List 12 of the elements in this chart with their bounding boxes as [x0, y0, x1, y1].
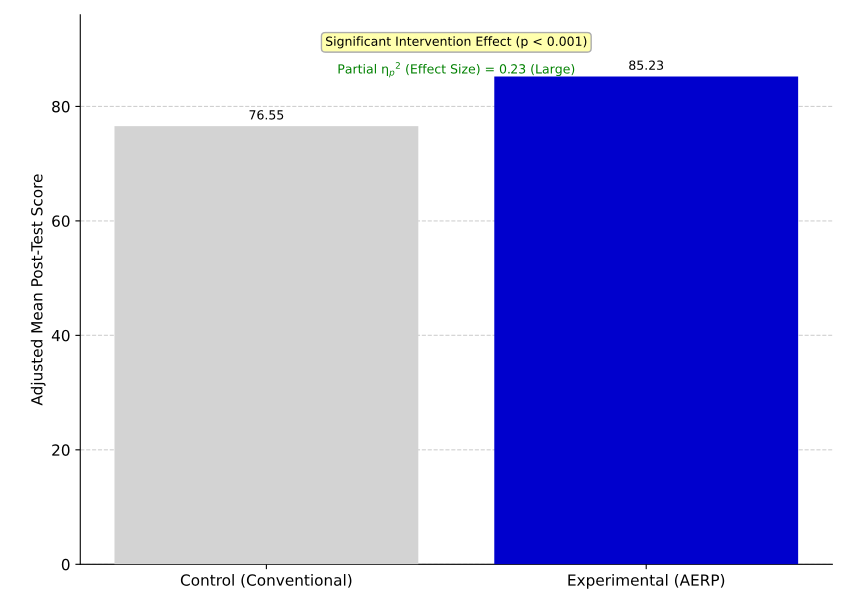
annotation: Significant Intervention Effect (p < 0.001): [326, 36, 586, 48]
y-tick-label: 60: [52, 215, 70, 227]
annotation: Partial η$_{p}$$^{2}$ (Effect Size) = 0.23 (Large): [338, 62, 574, 78]
x-tick-label: Experimental (AERP): [568, 574, 724, 589]
data-label: 85.23: [629, 60, 664, 70]
y-tick-label: 80: [52, 100, 70, 112]
y-axis-title: Adjusted Mean Post-Test Score: [30, 174, 46, 406]
x-tick-label: Control (Conventional): [180, 574, 352, 588]
y-tick-label: 20: [52, 444, 70, 456]
data-label: 76.55: [250, 110, 284, 120]
y-tick-label: 40: [52, 330, 70, 342]
y-tick-label: 0: [62, 558, 70, 570]
